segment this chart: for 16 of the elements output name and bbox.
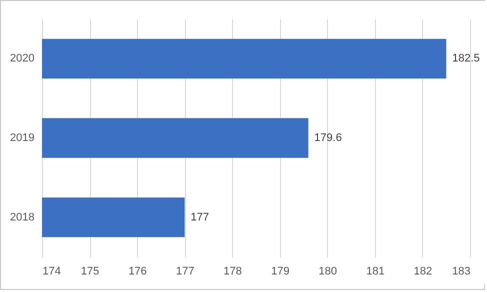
x-tick-label: 182 <box>414 266 432 278</box>
data-label: 177 <box>190 211 210 224</box>
y-tick-label: 2020 <box>10 52 34 65</box>
x-tick-label: 179 <box>271 266 290 278</box>
x-tick-label: 174 <box>42 266 61 278</box>
y-tick-label: 2018 <box>10 211 34 224</box>
y-tick-label: 2019 <box>10 132 34 144</box>
x-tick-label: 176 <box>128 266 147 278</box>
x-tick-label: 178 <box>224 266 242 278</box>
x-tick-label: 175 <box>80 266 100 278</box>
x-tick-label: 181 <box>366 266 385 278</box>
data-label: 179.6 <box>314 132 342 144</box>
x-tick-label: 180 <box>318 266 338 278</box>
data-label: 182.5 <box>452 52 480 65</box>
x-tick-label: 177 <box>176 266 194 278</box>
x-tick-label: 183 <box>452 266 470 278</box>
